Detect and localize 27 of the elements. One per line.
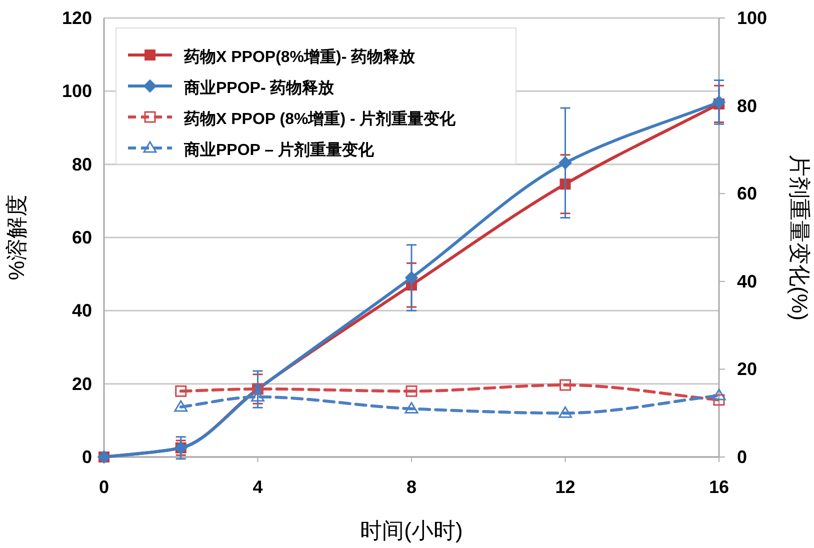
legend-label: 商业PPOP- 药物释放: [183, 79, 336, 97]
y-tick-label: 0: [82, 447, 92, 467]
y-tick-label: 40: [72, 300, 92, 321]
x-axis-title: 时间(小时): [360, 518, 463, 543]
x-tick-label: 12: [555, 477, 576, 497]
y-axis-title: %溶解度: [4, 194, 29, 280]
y-tick-label: 20: [72, 374, 92, 394]
y2-tick-label: 20: [737, 359, 758, 380]
y2-axis-title: 片剂重量变化(%): [787, 154, 812, 321]
y-tick-label: 120: [62, 8, 92, 28]
x-tick-label: 16: [708, 477, 730, 497]
y-tick-label: 60: [72, 228, 92, 248]
x-tick-label: 0: [98, 477, 110, 497]
y2-tick-label: 80: [737, 96, 758, 116]
point: [558, 156, 572, 170]
y2-tick-label: 100: [737, 8, 768, 28]
y2-tick-label: 0: [737, 447, 748, 467]
y2-tick-label: 60: [737, 184, 758, 204]
legend-label: 商业PPOP – 片剂重量变化: [183, 140, 375, 159]
legend-label: 药物X PPOP(8%增重)- 药物释放: [183, 48, 416, 66]
x-tick-label: 4: [252, 477, 263, 497]
x-tick-label: 8: [406, 477, 417, 497]
y2-tick-label: 40: [737, 271, 758, 292]
y-tick-label: 100: [62, 81, 92, 102]
legend-label: 药物X PPOP (8%增重) - 片剂重量变化: [183, 109, 457, 128]
y-tick-label: 80: [72, 154, 92, 174]
point: [405, 271, 418, 284]
